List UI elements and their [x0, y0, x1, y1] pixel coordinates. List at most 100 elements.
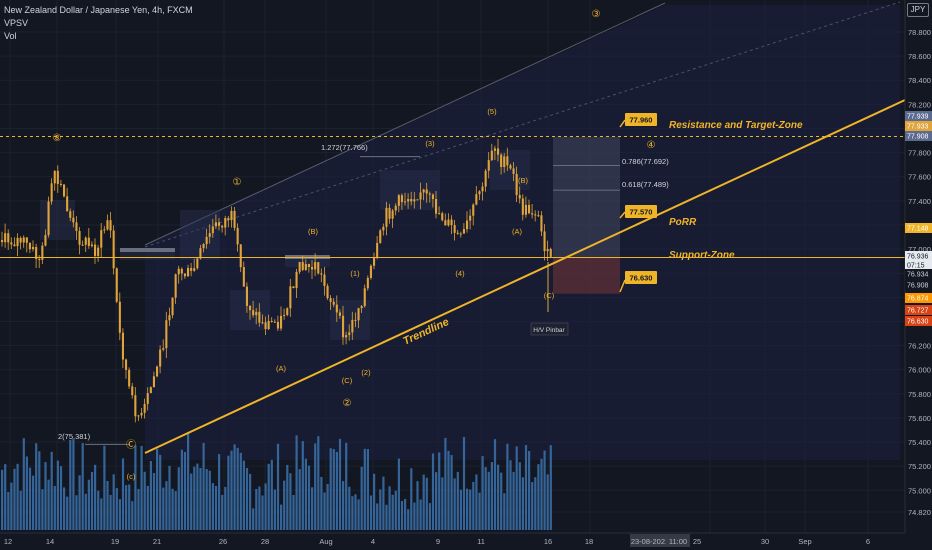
volume-bar: [118, 499, 121, 530]
candle-body: [106, 220, 109, 230]
volume-bar: [298, 469, 301, 530]
candle-body: [518, 195, 521, 199]
price-badge: [905, 316, 932, 326]
wave-label: Ⓒ: [126, 439, 136, 451]
candle-body: [199, 248, 202, 259]
volume-bar: [128, 484, 131, 530]
volume-bar: [512, 471, 515, 530]
volume-bar: [131, 501, 134, 530]
volume-bar: [528, 450, 531, 530]
candle-body: [56, 170, 59, 184]
candle-body: [320, 273, 323, 275]
price-badge: [905, 223, 932, 233]
volume-bar: [366, 449, 369, 530]
price-badge-text: 77.148: [907, 226, 929, 233]
volume-bar: [400, 501, 404, 530]
volume-bar: [171, 488, 174, 530]
candle-body: [221, 225, 224, 228]
candle-body: [509, 165, 512, 169]
volume-bar: [524, 445, 528, 530]
candle-body: [134, 395, 137, 417]
indicator-vol[interactable]: Vol: [4, 31, 17, 41]
volume-bar: [214, 485, 218, 530]
time-tick: 18: [585, 537, 593, 546]
candle-body: [81, 244, 84, 246]
candle-body: [357, 308, 360, 321]
volume-bar: [84, 493, 87, 530]
indicator-vpsv[interactable]: VPSV: [4, 18, 29, 28]
candle-body: [428, 193, 431, 195]
volume-bar: [159, 454, 162, 530]
candle-body: [171, 297, 174, 316]
candle-body: [543, 231, 546, 252]
candle-body: [360, 306, 363, 309]
candle-body: [447, 219, 450, 226]
wave-label: (C): [342, 376, 353, 385]
volume-bar: [360, 466, 363, 530]
candle-body: [453, 225, 456, 233]
price-badge: [905, 131, 932, 141]
wave-label: ①: [233, 177, 242, 188]
volume-bar: [320, 476, 323, 530]
volume-bar: [115, 488, 118, 530]
candle-body: [273, 321, 276, 323]
candle-body: [47, 201, 50, 236]
volume-bar: [1, 469, 4, 530]
candle-body: [258, 311, 261, 323]
volume-bar: [59, 466, 63, 530]
channel: [144, 1, 901, 460]
candle-body: [289, 286, 292, 309]
candle-body: [345, 335, 348, 338]
candle-body: [354, 319, 357, 321]
volume-bar: [90, 472, 94, 530]
volume-bar: [484, 467, 487, 530]
zone-label: PoRR: [669, 217, 697, 228]
candle-body: [218, 222, 221, 226]
candle-body: [335, 304, 338, 313]
callout-text: 76.630: [630, 274, 653, 283]
volume-bar: [69, 439, 72, 530]
price-badge: [905, 121, 932, 131]
candle-body: [233, 210, 236, 228]
wave-label: (3): [425, 139, 435, 148]
price-badge: [905, 260, 932, 270]
volume-bar: [459, 489, 462, 530]
candle-body: [94, 244, 97, 256]
volume-bar: [481, 456, 484, 530]
volume-bar: [97, 490, 100, 530]
volume-bar: [16, 463, 19, 530]
candle-body: [50, 183, 53, 202]
volume-bar: [106, 481, 109, 530]
price-badge: [905, 305, 932, 315]
candle-body: [252, 310, 255, 316]
candle-body: [115, 268, 118, 302]
volume-bar: [227, 455, 230, 530]
candle-body: [490, 150, 493, 161]
candle-body: [441, 213, 444, 221]
fib-label: 0.786(77.692): [622, 157, 669, 166]
price-badge: [905, 111, 932, 121]
currency-badge[interactable]: JPY: [907, 3, 929, 17]
volume-bar: [493, 439, 497, 530]
wave-label: ⑧: [53, 133, 62, 144]
volume-bar: [428, 503, 431, 530]
callout-tag: [625, 271, 657, 284]
volume-bar: [221, 494, 224, 530]
volume-bar: [354, 494, 357, 530]
candle-body: [140, 412, 143, 416]
volume-bar: [273, 489, 276, 530]
candle-body: [187, 267, 190, 277]
volume-bar: [410, 468, 413, 530]
volume-bar: [196, 463, 199, 530]
volume-bar: [462, 437, 466, 530]
volume-bar: [7, 492, 10, 530]
time-axis[interactable]: 12 14 19 21 26 28 Aug 4 9 11 16 18 23-08-2021 11:00 25…: [0, 532, 932, 550]
volume-bar: [472, 481, 475, 530]
candle-body: [35, 246, 38, 259]
volume-bar: [391, 494, 394, 530]
price-axis[interactable]: 78.80078.60078.40078.20078.00077.80077.6…: [904, 0, 932, 550]
trendline: [144, 99, 906, 454]
volume-bar: [444, 437, 447, 530]
candle-body: [304, 264, 307, 270]
